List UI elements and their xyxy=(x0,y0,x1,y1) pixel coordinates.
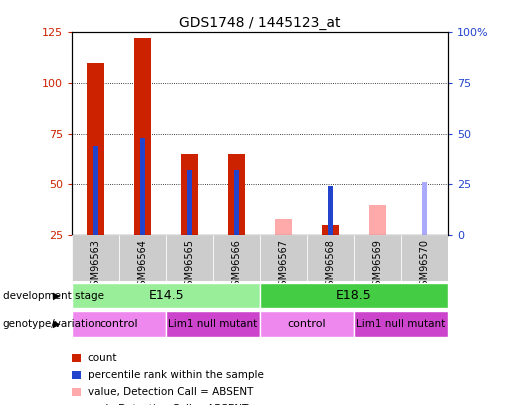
Bar xyxy=(369,205,386,235)
Text: Lim1 null mutant: Lim1 null mutant xyxy=(356,319,445,329)
Bar xyxy=(88,63,104,235)
Text: genotype/variation: genotype/variation xyxy=(3,319,101,329)
FancyBboxPatch shape xyxy=(213,235,260,281)
Bar xyxy=(140,138,145,235)
FancyBboxPatch shape xyxy=(119,235,166,281)
FancyBboxPatch shape xyxy=(166,311,260,337)
FancyBboxPatch shape xyxy=(166,235,213,281)
Text: ▶: ▶ xyxy=(53,319,61,329)
FancyBboxPatch shape xyxy=(260,235,307,281)
Text: E18.5: E18.5 xyxy=(336,289,372,302)
FancyBboxPatch shape xyxy=(401,235,448,281)
Text: GSM96569: GSM96569 xyxy=(372,239,383,292)
Bar xyxy=(187,170,192,235)
FancyBboxPatch shape xyxy=(260,311,354,337)
Bar xyxy=(276,219,292,235)
Text: Lim1 null mutant: Lim1 null mutant xyxy=(168,319,258,329)
FancyBboxPatch shape xyxy=(307,235,354,281)
FancyBboxPatch shape xyxy=(72,283,260,309)
FancyBboxPatch shape xyxy=(354,235,401,281)
Text: GSM96567: GSM96567 xyxy=(279,239,288,292)
Bar xyxy=(234,170,239,235)
Text: GSM96563: GSM96563 xyxy=(91,239,100,292)
Text: E14.5: E14.5 xyxy=(148,289,184,302)
Text: development stage: development stage xyxy=(3,291,104,301)
FancyBboxPatch shape xyxy=(354,311,448,337)
Bar xyxy=(228,154,245,235)
Text: GSM96566: GSM96566 xyxy=(232,239,242,292)
Text: GSM96564: GSM96564 xyxy=(138,239,148,292)
Bar xyxy=(93,146,98,235)
FancyBboxPatch shape xyxy=(72,311,166,337)
Text: rank, Detection Call = ABSENT: rank, Detection Call = ABSENT xyxy=(88,404,248,405)
Bar xyxy=(328,186,333,235)
FancyBboxPatch shape xyxy=(72,235,119,281)
Bar xyxy=(322,225,339,235)
Text: GSM96565: GSM96565 xyxy=(184,239,195,292)
Text: count: count xyxy=(88,353,117,363)
Text: GSM96570: GSM96570 xyxy=(420,239,430,292)
Text: control: control xyxy=(100,319,139,329)
Text: GSM96568: GSM96568 xyxy=(325,239,336,292)
Text: ▶: ▶ xyxy=(53,291,61,301)
Bar xyxy=(134,38,151,235)
Bar xyxy=(422,182,427,235)
FancyBboxPatch shape xyxy=(260,283,448,309)
Text: percentile rank within the sample: percentile rank within the sample xyxy=(88,370,264,380)
Title: GDS1748 / 1445123_at: GDS1748 / 1445123_at xyxy=(179,16,341,30)
Bar xyxy=(181,154,198,235)
Text: value, Detection Call = ABSENT: value, Detection Call = ABSENT xyxy=(88,387,253,397)
Text: control: control xyxy=(288,319,327,329)
